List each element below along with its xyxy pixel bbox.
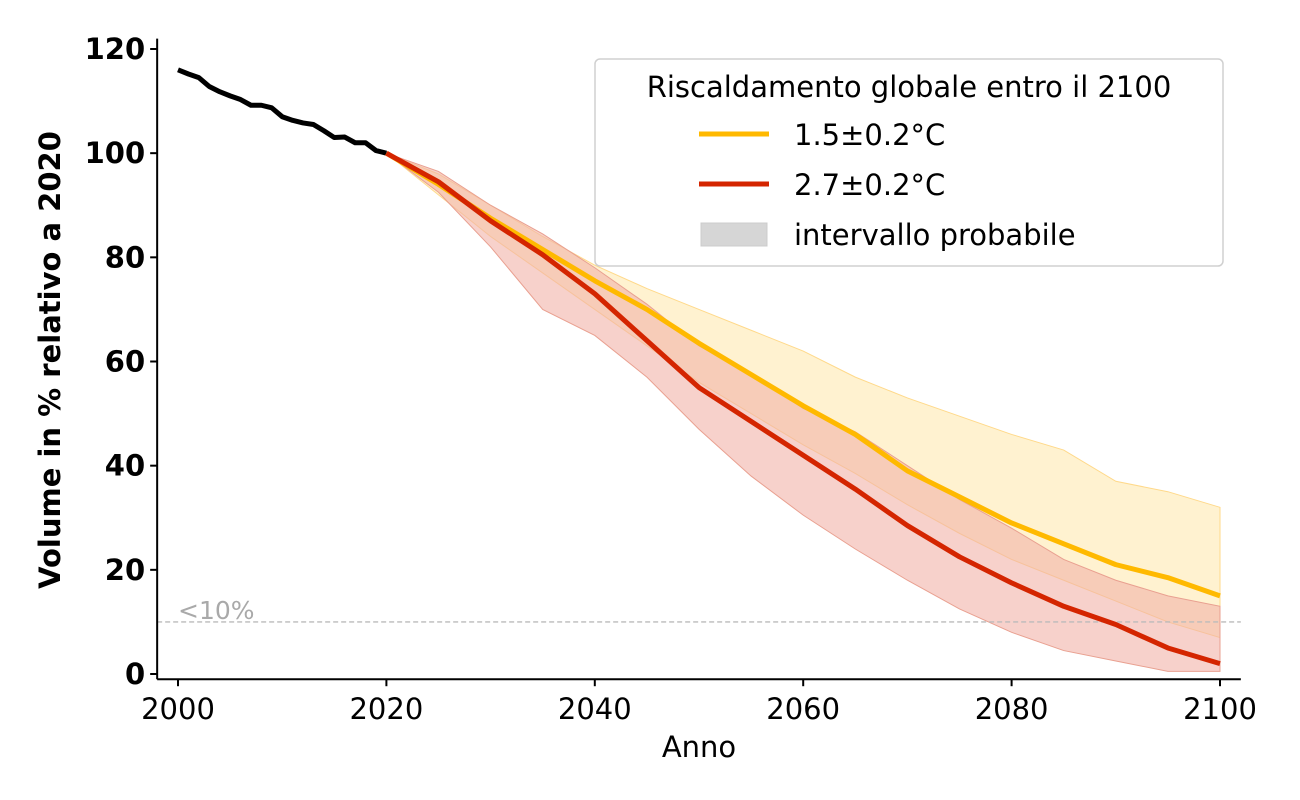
x-axis-title: Anno — [662, 730, 736, 764]
x-tick-label: 2000 — [141, 692, 215, 726]
legend-swatch-patch-range — [700, 222, 768, 247]
series-lines — [177, 67, 1221, 666]
x-tick-label: 2020 — [349, 692, 423, 726]
y-tick-label: 0 — [125, 657, 145, 691]
x-tick-label: 2100 — [1183, 692, 1257, 726]
x-ticks: 2000 2020 2040 2060 2080 2100 — [141, 679, 1257, 726]
x-tick-label: 2040 — [558, 692, 632, 726]
legend-label-range: intervallo probabile — [794, 218, 1076, 252]
x-tick-label: 2080 — [975, 692, 1049, 726]
legend-entry-2-7: 2.7±0.2°C — [699, 168, 945, 202]
reference-line-group: <10% — [157, 596, 1241, 625]
y-axis-title: Volume in % relativo a 2020 — [33, 131, 67, 589]
legend-label-1-5: 1.5±0.2°C — [794, 118, 945, 152]
legend-frame — [594, 58, 1224, 267]
legend-entry-range: intervallo probabile — [700, 218, 1076, 252]
y-ticks: 0 20 40 60 80 100 120 — [85, 32, 158, 691]
y-tick-label: 80 — [105, 240, 145, 274]
historical-line — [177, 67, 388, 156]
legend: Riscaldamento globale entro il 2100 1.5±… — [594, 58, 1224, 267]
series-line-1-5 — [385, 151, 1221, 599]
y-tick-label: 120 — [85, 32, 146, 66]
y-tick-label: 20 — [105, 553, 145, 587]
series-line-2-7 — [385, 150, 1221, 666]
x-tick-label: 2060 — [766, 692, 840, 726]
y-tick-label: 60 — [105, 345, 145, 379]
legend-entry-1-5: 1.5±0.2°C — [699, 118, 945, 152]
legend-label-2-7: 2.7±0.2°C — [794, 168, 945, 202]
legend-title: Riscaldamento globale entro il 2100 — [647, 70, 1172, 104]
y-tick-label: 40 — [105, 449, 145, 483]
reference-line-label: <10% — [178, 596, 255, 625]
y-tick-label: 100 — [85, 136, 146, 170]
